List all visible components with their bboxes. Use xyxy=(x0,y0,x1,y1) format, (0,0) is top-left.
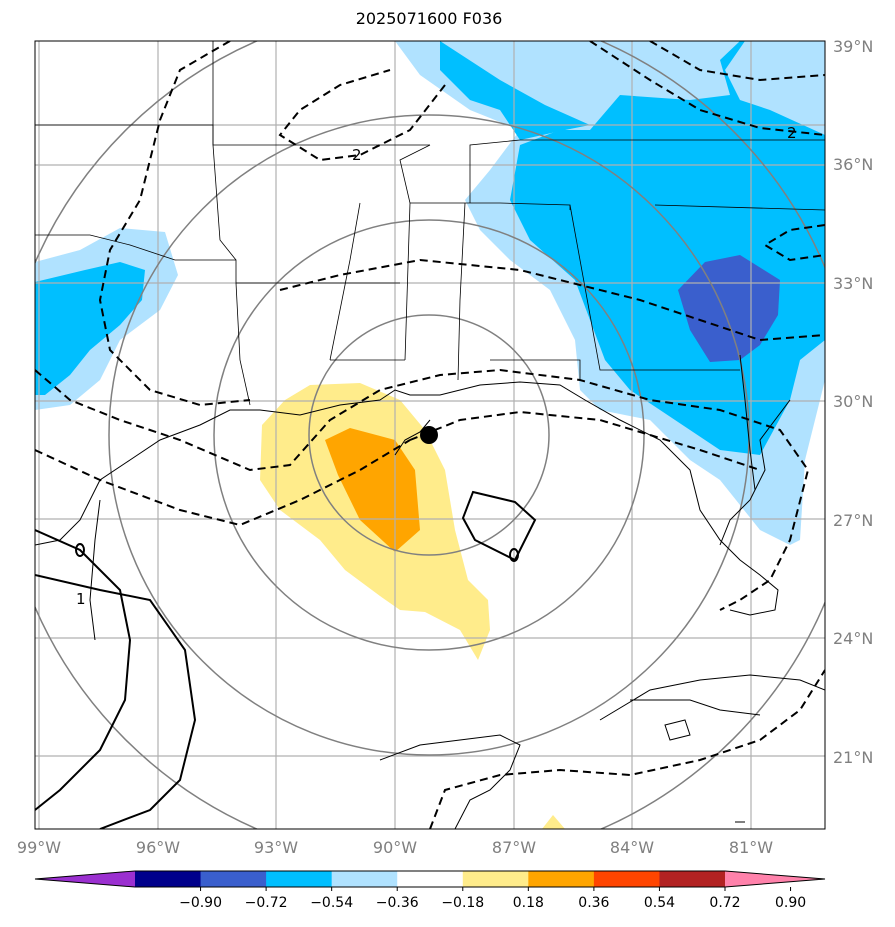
colorbar-tick-label: −0.18 xyxy=(441,895,484,911)
colorbar-outline xyxy=(34,870,826,888)
lat-label: 21°N xyxy=(833,748,873,767)
colorbar-tick-label: −0.36 xyxy=(376,895,419,911)
lon-label: 90°W xyxy=(373,838,417,857)
latitude-labels: 39°N 36°N 33°N 30°N 27°N 24°N 21°N xyxy=(833,37,873,767)
colorbar-segment xyxy=(135,871,202,887)
colorbar-tick-label: 0.90 xyxy=(775,895,806,911)
colorbar-tick-labels: −0.90 −0.72 −0.54 −0.36 −0.18 0.18 0.36 0.54 0.7… xyxy=(179,895,806,911)
colorbar xyxy=(34,870,826,891)
colorbar-segment xyxy=(528,871,595,887)
lat-label: 36°N xyxy=(833,155,873,174)
lon-label: 93°W xyxy=(254,838,298,857)
shading-orange xyxy=(325,428,420,552)
contour-label: 2 xyxy=(352,146,362,164)
colorbar-segment xyxy=(462,871,529,887)
colorbar-segment xyxy=(331,871,398,887)
colorbar-extend-high xyxy=(725,871,825,887)
lat-label: 39°N xyxy=(833,37,873,56)
colorbar-tick-label: −0.72 xyxy=(245,895,288,911)
colorbar-tick-label: 0.18 xyxy=(513,895,544,911)
colorbar-extend-low xyxy=(35,871,135,887)
contours-solid xyxy=(35,490,537,829)
colorbar-segment xyxy=(200,871,267,887)
colorbar-segment xyxy=(659,871,726,887)
coastlines xyxy=(35,354,825,829)
lon-label: 96°W xyxy=(136,838,180,857)
storm-center-marker xyxy=(420,426,438,444)
state-borders xyxy=(35,41,825,406)
lat-label: 30°N xyxy=(833,392,873,411)
lon-label: 84°W xyxy=(610,838,654,857)
colorbar-tick-label: −0.90 xyxy=(179,895,222,911)
shading-medium-blue xyxy=(678,255,780,362)
colorbar-segment xyxy=(397,871,464,887)
contour-label-group: 2 2 1 xyxy=(76,124,797,608)
lon-label: 99°W xyxy=(17,838,61,857)
map-frame xyxy=(34,40,826,830)
contour-label: 2 xyxy=(787,124,797,142)
colorbar-tick-label: −0.54 xyxy=(310,895,353,911)
colorbar-segment xyxy=(266,871,333,887)
lat-label: 24°N xyxy=(833,629,873,648)
lon-label: 87°W xyxy=(492,838,536,857)
shading-light-yellow xyxy=(260,383,565,829)
colorbar-segment xyxy=(593,871,660,887)
colorbar-tick-label: 0.72 xyxy=(709,895,740,911)
colorbar-tick-label: 0.36 xyxy=(578,895,609,911)
colorbar-tick-label: 0.54 xyxy=(644,895,675,911)
contours-dashed xyxy=(35,41,825,829)
lat-label: 33°N xyxy=(833,274,873,293)
contour-label: 1 xyxy=(76,590,86,608)
lon-label: 81°W xyxy=(729,838,773,857)
lat-label: 27°N xyxy=(833,511,873,530)
page-title: 2025071600 F036 xyxy=(355,9,503,28)
longitude-labels: 99°W 96°W 93°W 90°W 87°W 84°W 81°W xyxy=(17,838,773,857)
